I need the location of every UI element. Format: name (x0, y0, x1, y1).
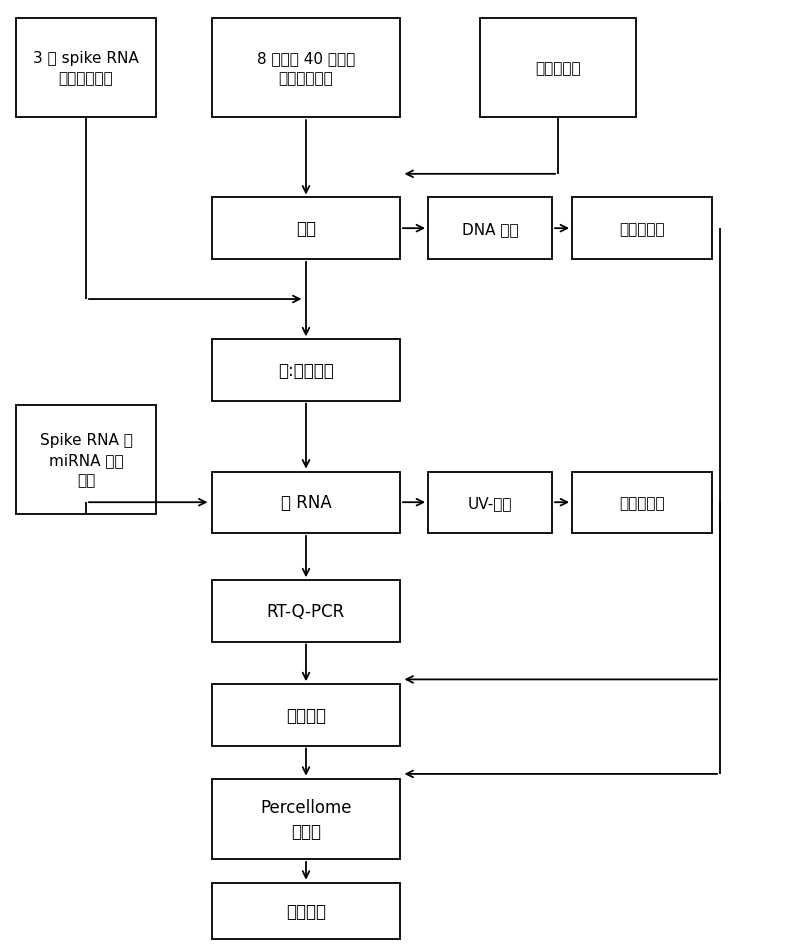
Text: UV-定量: UV-定量 (468, 496, 512, 510)
Text: Percellome
均一化: Percellome 均一化 (260, 798, 352, 840)
Text: 匀浆: 匀浆 (296, 220, 316, 238)
Bar (428, 198, 552, 260)
Text: 3 条 spike RNA
的筛选及合成: 3 条 spike RNA 的筛选及合成 (33, 51, 139, 86)
Bar (212, 581, 400, 642)
Bar (212, 340, 400, 401)
Bar (16, 19, 156, 118)
Text: RT-Q-PCR: RT-Q-PCR (267, 602, 345, 620)
Bar (480, 19, 636, 118)
Text: 8 周以及 40 周小鼠
脑组织的获取: 8 周以及 40 周小鼠 脑组织的获取 (257, 51, 355, 86)
Text: 数据输出: 数据输出 (286, 706, 326, 724)
Bar (428, 472, 552, 533)
Bar (212, 19, 400, 118)
Text: Spike RNA 与
miRNA 引物
合成: Spike RNA 与 miRNA 引物 合成 (39, 433, 133, 487)
Bar (572, 198, 712, 260)
Text: 计算细胞数: 计算细胞数 (619, 496, 665, 510)
Bar (212, 472, 400, 533)
Text: DNA 定量: DNA 定量 (462, 222, 518, 236)
Bar (212, 779, 400, 859)
Bar (212, 684, 400, 746)
Text: 总 RNA: 总 RNA (281, 494, 331, 512)
Text: 计算细胞数: 计算细胞数 (619, 222, 665, 236)
Bar (572, 472, 712, 533)
Text: 酚:氯仿抽提: 酚:氯仿抽提 (278, 362, 334, 379)
Text: 细胞裂解液: 细胞裂解液 (535, 61, 581, 76)
Text: 数据分析: 数据分析 (286, 902, 326, 920)
Bar (212, 198, 400, 260)
Bar (16, 406, 156, 514)
Bar (212, 883, 400, 939)
